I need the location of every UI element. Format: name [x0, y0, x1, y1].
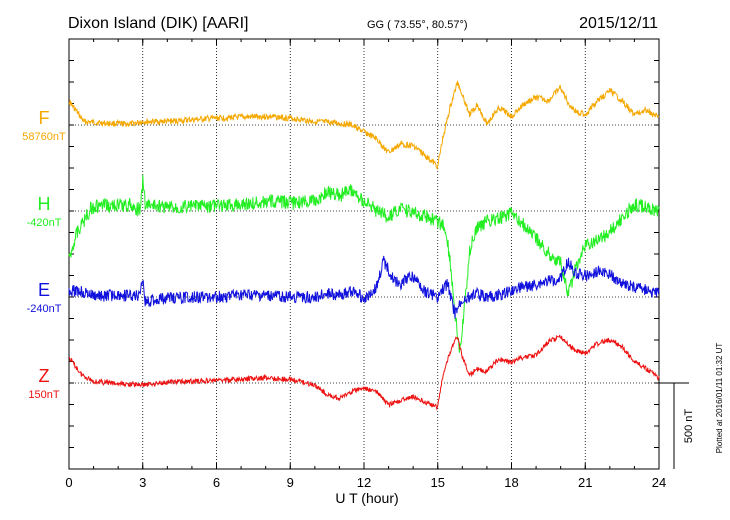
- baseline-label-z: 150nT: [28, 389, 59, 401]
- series-line-e: [68, 255, 660, 319]
- component-labels: F 58760nT H -420nT E -240nT Z 150nT: [22, 108, 66, 401]
- series-line-h: [68, 174, 660, 353]
- series-line-f: [68, 80, 660, 170]
- x-tick-label: 12: [357, 475, 371, 490]
- chart-grid: [69, 38, 659, 470]
- x-tick-label: 9: [287, 475, 294, 490]
- baseline-label-f: 58760nT: [22, 131, 66, 143]
- series-line-z: [69, 334, 660, 411]
- coordinates-label: GG ( 73.55°, 80.57°): [367, 19, 468, 31]
- x-tick-label: 24: [652, 475, 666, 490]
- component-letter-f: F: [39, 108, 50, 128]
- series-layer: [68, 80, 660, 411]
- station-title: Dixon Island (DIK) [AARI]: [68, 15, 249, 32]
- date-label: 2015/12/11: [579, 15, 658, 32]
- x-axis-ticks: 0 3 6 9 12 15 18 21 24: [65, 39, 666, 490]
- x-tick-label: 3: [139, 475, 146, 490]
- x-tick-label: 15: [431, 475, 445, 490]
- x-tick-label: 0: [65, 475, 72, 490]
- x-tick-label: 18: [504, 475, 518, 490]
- scale-bar: 500 nT: [659, 382, 695, 469]
- component-letter-e: E: [38, 280, 50, 300]
- x-tick-label: 6: [213, 475, 220, 490]
- plot-frame: [68, 38, 660, 470]
- component-letter-z: Z: [39, 366, 50, 386]
- baseline-label-h: -420nT: [27, 217, 62, 229]
- scale-bar-label: 500 nT: [683, 409, 695, 444]
- baseline-label-e: -240nT: [27, 303, 62, 315]
- x-axis-label: U T (hour): [335, 490, 398, 506]
- component-letter-h: H: [38, 194, 51, 214]
- x-tick-label: 21: [578, 475, 592, 490]
- plotted-timestamp: Plotted at 2016/01/11 01:32 UT: [715, 343, 724, 454]
